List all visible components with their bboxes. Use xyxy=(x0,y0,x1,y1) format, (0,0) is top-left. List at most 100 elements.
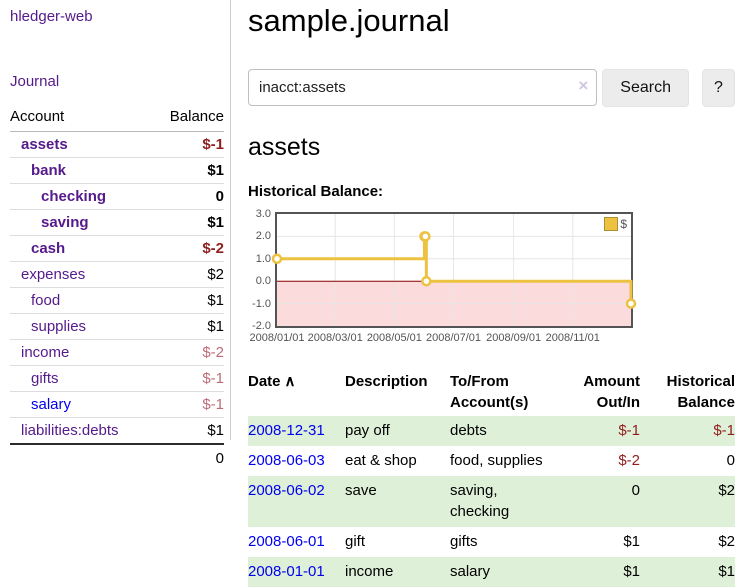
x-axis-tick-label: 2008/11/01 xyxy=(545,332,600,344)
sidebar: hledger-web Journal Account Balance asse… xyxy=(0,0,231,471)
account-link-income[interactable]: income xyxy=(21,344,70,361)
account-link-bank[interactable]: bank xyxy=(31,162,67,179)
data-point-marker xyxy=(421,275,432,287)
search-button[interactable]: Search xyxy=(602,69,689,107)
account-balance: $-1 xyxy=(152,365,224,392)
transaction-date-link[interactable]: 2008-06-01 xyxy=(248,533,325,550)
transaction-balance: $2 xyxy=(718,533,735,550)
x-axis-tick-label: 2008/01/01 xyxy=(249,332,305,344)
transaction-balance: 0 xyxy=(726,452,735,469)
account-link-cash[interactable]: cash xyxy=(31,240,66,257)
transaction-balance: $-1 xyxy=(713,422,735,439)
register-col-description: Description xyxy=(345,373,428,390)
sort-asc-icon: ∧ xyxy=(284,373,296,390)
x-axis-tick-label: 2008/07/01 xyxy=(425,332,482,344)
transaction-accounts: gifts xyxy=(450,533,478,550)
search-input[interactable] xyxy=(248,69,598,106)
account-row: gifts $-1 xyxy=(10,365,224,392)
transaction-description: save xyxy=(345,482,377,499)
accounts-col-account: Account xyxy=(10,106,153,132)
register-account-heading: assets xyxy=(248,133,321,161)
legend-label: $ xyxy=(620,217,627,231)
chart-legend: $ xyxy=(604,217,627,231)
register-table: Date ∧ Description To/From Account(s) Amo… xyxy=(248,371,735,587)
account-balance: $2 xyxy=(152,261,224,288)
account-link-liabilities-debts[interactable]: liabilities:debts xyxy=(21,422,119,439)
transaction-description: pay off xyxy=(345,422,390,439)
transaction-row: 2008-06-01 gift gifts $1 $2 xyxy=(248,527,735,557)
account-row: supplies $1 xyxy=(10,313,224,340)
register-header-row: Date ∧ Description To/From Account(s) Amo… xyxy=(248,371,735,416)
accounts-total-balance: 0 xyxy=(152,443,224,471)
account-balance: $-1 xyxy=(152,391,224,418)
transaction-amount: 0 xyxy=(631,482,640,499)
transaction-amount: $-1 xyxy=(618,422,640,439)
register-col-amount: Amount Out/In xyxy=(583,373,640,411)
account-row: bank $1 xyxy=(10,157,224,184)
y-axis-tick-label: 3.0 xyxy=(255,208,271,220)
account-balance: 0 xyxy=(152,183,224,210)
transaction-row: 2008-06-02 save saving, checking 0 $2 xyxy=(248,476,735,527)
account-link-expenses[interactable]: expenses xyxy=(21,266,86,283)
account-balance: $-1 xyxy=(202,136,224,153)
transaction-date-link[interactable]: 2008-01-01 xyxy=(248,563,325,580)
account-balance: $1 xyxy=(152,417,224,444)
main-content: sample.journal × Search ? assets Histori… xyxy=(248,0,735,587)
account-link-saving[interactable]: saving xyxy=(41,214,89,231)
chart-plot-area: $ xyxy=(271,212,637,328)
transaction-amount: $-2 xyxy=(618,452,640,469)
account-balance: $1 xyxy=(152,287,224,314)
clear-search-icon[interactable]: × xyxy=(578,76,589,95)
transaction-amount: $1 xyxy=(623,533,640,550)
app-brand-link[interactable]: hledger-web xyxy=(10,8,93,25)
account-row: salary $-1 xyxy=(10,391,224,418)
account-link-assets[interactable]: assets xyxy=(21,136,68,153)
app-brand: hledger-web xyxy=(10,8,224,26)
transaction-accounts: saving, checking xyxy=(450,482,510,520)
transaction-description: eat & shop xyxy=(345,452,417,469)
data-point-marker xyxy=(420,231,431,242)
y-axis-tick-label: 2.0 xyxy=(255,230,271,243)
account-link-gifts[interactable]: gifts xyxy=(31,370,59,387)
accounts-col-balance: Balance xyxy=(152,106,224,132)
accounts-table: Account Balance assets $-1 bank $1 check… xyxy=(10,106,224,471)
account-row: checking 0 xyxy=(10,183,224,210)
transaction-date-link[interactable]: 2008-06-03 xyxy=(248,452,325,469)
accounts-total-row: 0 xyxy=(10,443,224,471)
account-row: food $1 xyxy=(10,287,224,314)
transaction-accounts: food, supplies xyxy=(450,452,543,469)
historical-balance-chart: $3.0 2.0 1.0 0.0 -1.0 -2.0 2008/01/01 2008/03/0… xyxy=(248,208,735,350)
register-col-balance: Historical Balance xyxy=(666,373,735,411)
transaction-description: gift xyxy=(345,533,366,550)
search-form: × Search ? xyxy=(248,69,735,107)
transaction-date-link[interactable]: 2008-06-02 xyxy=(248,482,325,499)
transaction-date-link[interactable]: 2008-12-31 xyxy=(248,422,325,439)
x-axis-tick-label: 2008/03/01 xyxy=(307,332,363,344)
account-balance: $-2 xyxy=(152,235,224,262)
x-axis-tick-label: 2008/09/01 xyxy=(486,332,542,344)
y-axis-tick-label: 0.0 xyxy=(255,275,271,288)
legend-swatch-icon xyxy=(604,217,619,231)
account-row: expenses $2 xyxy=(10,261,224,288)
transaction-row: 2008-06-03 eat & shop food, supplies $-2… xyxy=(248,446,735,476)
account-row: assets $-1 xyxy=(10,132,224,158)
account-balance: $-2 xyxy=(152,339,224,366)
account-balance: $1 xyxy=(152,313,224,340)
account-link-salary[interactable]: salary xyxy=(31,396,72,413)
chart-title: Historical Balance: xyxy=(248,183,384,200)
account-row: saving $1 xyxy=(10,209,224,236)
register-col-date[interactable]: Date ∧ xyxy=(248,373,296,390)
search-help-button[interactable]: ? xyxy=(702,69,735,107)
register-col-tofrom: To/From Account(s) xyxy=(450,373,529,411)
data-point-marker xyxy=(625,298,637,309)
account-link-supplies[interactable]: supplies xyxy=(31,318,87,335)
account-row: liabilities:debts $1 xyxy=(10,417,224,444)
transaction-accounts: salary xyxy=(450,563,491,580)
x-axis-tick-label: 2008/05/01 xyxy=(366,332,422,344)
account-link-checking[interactable]: checking xyxy=(41,188,107,205)
sidebar-item-journal[interactable]: Journal xyxy=(10,73,60,90)
account-balance: $1 xyxy=(152,209,224,236)
account-row: cash $-2 xyxy=(10,235,224,262)
transaction-description: income xyxy=(345,563,394,580)
account-link-food[interactable]: food xyxy=(31,292,61,309)
